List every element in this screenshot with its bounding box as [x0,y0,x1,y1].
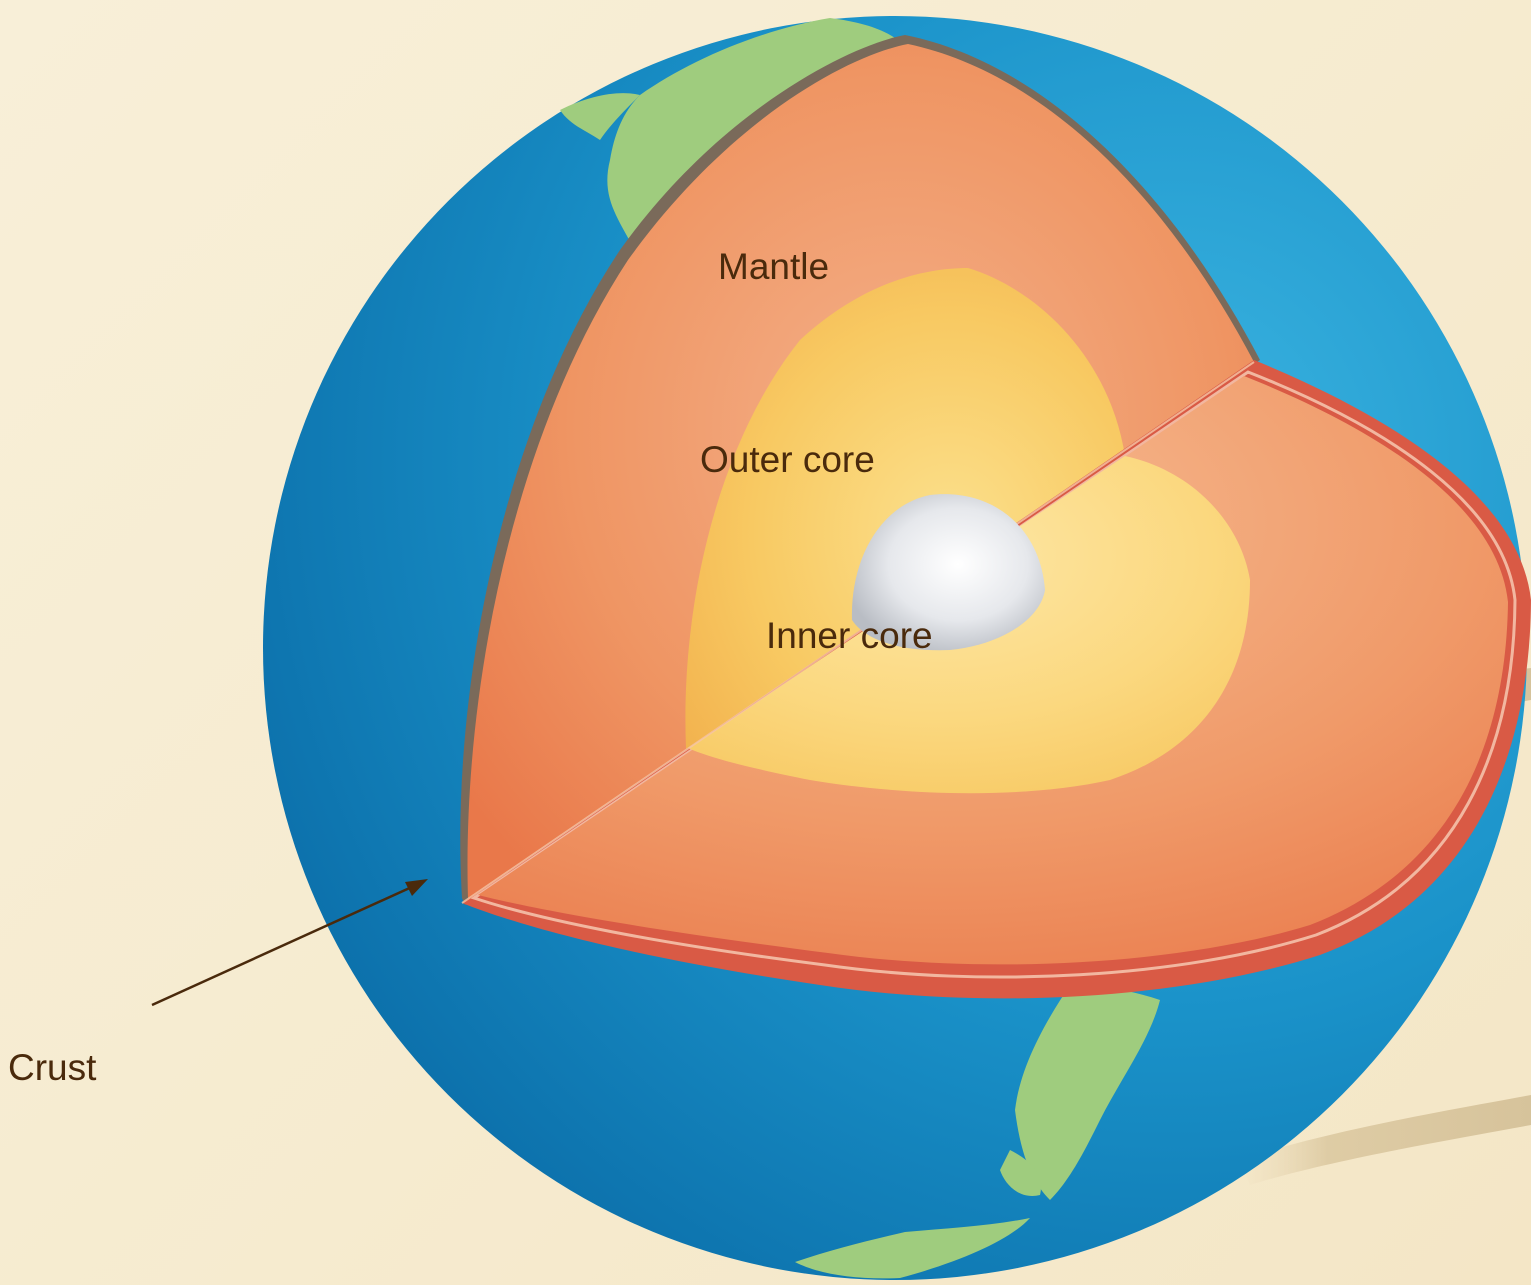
cut-seam [461,361,1255,904]
crust-label: Crust [8,1047,97,1088]
inner-core [851,494,1045,651]
outer-core-label: Outer core [700,439,875,480]
mantle-label: Mantle [718,246,830,287]
crust-inner-line [470,370,1517,979]
crust-pointer-arrow [151,879,428,1007]
inner-core-label: Inner core [766,615,933,656]
